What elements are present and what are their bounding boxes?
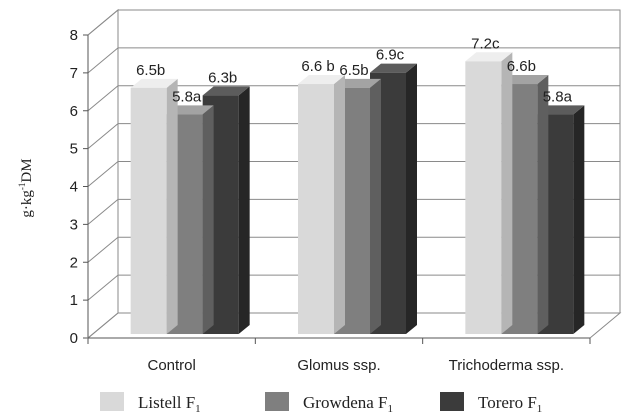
y-axis-label-main: g·kg [19, 190, 35, 218]
bar-series [130, 52, 585, 335]
data-label: 7.2c [471, 35, 500, 52]
legend-item: Growdena F1 [265, 392, 393, 415]
bar [130, 78, 178, 334]
y-tick-label: 5 [70, 141, 78, 158]
bar-top-face [130, 78, 178, 88]
y-tick-label: 6 [70, 103, 78, 120]
y-tick-label: 7 [70, 65, 78, 82]
legend-label-subscript: 1 [195, 403, 201, 415]
legend-label: Growdena F1 [303, 393, 393, 415]
legend-swatch [440, 392, 464, 411]
bar-top-face [298, 75, 345, 85]
gridline [87, 123, 620, 150]
data-labels: 6.5b 5.8a 6.3b 6.6 b 6.5b 6.9c 7.2c 6.6b 5.8a [136, 35, 573, 105]
data-label: 5.8a [172, 88, 202, 105]
y-tick-label: 1 [70, 292, 78, 309]
bar-front-face [130, 87, 167, 334]
legend-item: Torero F1 [440, 392, 542, 415]
bar-top-face [334, 78, 381, 88]
bar-top-face [370, 63, 417, 73]
legend-label: Listell F1 [138, 393, 201, 415]
bar-side-face [573, 105, 585, 334]
legend-label-main: Growdena F [303, 393, 388, 412]
bar-side-face [166, 78, 178, 334]
legend-label-main: Torero F [478, 393, 537, 412]
gridlines [87, 9, 620, 301]
bar-top-face [166, 105, 214, 115]
bar-front-face [298, 84, 334, 335]
y-axis-label-exponent: -1 [17, 183, 27, 191]
legend-label-subscript: 1 [537, 403, 543, 415]
bar-top-face [202, 86, 250, 96]
bar-top-face [537, 105, 585, 115]
bar-side-face [370, 78, 381, 334]
gridline [87, 85, 620, 112]
data-label: 6.5b [339, 62, 368, 79]
data-label: 6.5b [136, 62, 165, 79]
y-tick-label: 3 [70, 216, 78, 233]
y-tick-label: 4 [70, 179, 78, 196]
chart-floor [86, 312, 622, 344]
data-label: 6.6 b [301, 58, 334, 75]
y-axis-label: g·kg-1DM [17, 158, 35, 217]
data-label: 6.9c [376, 47, 405, 64]
bar-side-face [501, 52, 513, 335]
bar-side-face [406, 63, 417, 334]
gridline [87, 236, 620, 263]
y-tick-label: 8 [70, 27, 78, 44]
bar-side-face [238, 86, 250, 334]
y-axis-label-unit: DM [19, 158, 35, 182]
gridline [87, 161, 620, 187]
gridline [87, 47, 620, 74]
y-tick-label: 0 [70, 330, 78, 347]
legend: Listell F1 Growdena F1 Torero F1 [100, 392, 542, 415]
bar-front-face [465, 61, 502, 335]
x-axis-categories: Control Glomus ssp. Trichoderma ssp. [147, 357, 564, 374]
x-category-label: Trichoderma ssp. [449, 357, 564, 374]
y-tick-label: 2 [70, 254, 78, 271]
bar-top-face [465, 52, 513, 62]
x-category-label: Control [147, 357, 195, 374]
legend-label-subscript: 1 [388, 403, 394, 415]
x-category-label: Glomus ssp. [297, 357, 380, 374]
gridline [87, 274, 620, 301]
legend-label-main: Listell F [138, 393, 195, 412]
bar [465, 52, 513, 335]
gridline [87, 9, 620, 36]
bar-side-face [334, 75, 345, 335]
y-axis-ticks: 0 1 2 3 4 5 6 7 8 [70, 27, 89, 347]
data-label: 6.3b [208, 69, 237, 86]
gridline [87, 198, 620, 225]
bar-top-face [501, 75, 549, 85]
bar [298, 75, 345, 335]
legend-label: Torero F1 [478, 393, 542, 415]
legend-swatch [100, 392, 124, 411]
bar-side-face [202, 105, 214, 334]
data-label: 5.8a [543, 88, 573, 105]
bar-side-face [537, 75, 549, 335]
legend-swatch [265, 392, 289, 411]
legend-item: Listell F1 [100, 392, 201, 415]
data-label: 6.6b [507, 58, 536, 75]
